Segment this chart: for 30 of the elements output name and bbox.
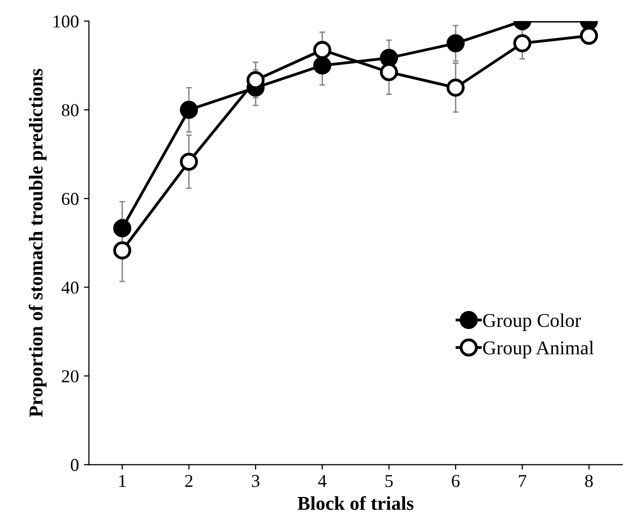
x-tick-label: 1 — [119, 474, 126, 487]
y-tick-label: 100 — [54, 15, 78, 28]
y-tick-label: 60 — [62, 192, 78, 205]
x-tick-label: 3 — [252, 474, 260, 488]
x-tick-label: 4 — [318, 475, 326, 487]
y-tick-label: 0 — [70, 458, 78, 472]
x-axis-title: Block of trials — [298, 496, 414, 510]
point — [180, 152, 198, 171]
x-tick-label: 2 — [185, 474, 192, 487]
y-axis-title: Proportion of stomach trouble predictions — [28, 68, 47, 418]
point — [380, 48, 398, 67]
y-tick-label: 40 — [61, 281, 78, 294]
point — [446, 78, 465, 97]
y-tick-label: 80 — [62, 104, 78, 116]
point — [180, 100, 198, 119]
point — [313, 40, 332, 59]
x-tick-label: 8 — [585, 474, 593, 488]
x-tick-label: 5 — [385, 475, 393, 488]
y-tick-label: 20 — [62, 370, 78, 382]
point — [380, 63, 398, 82]
point — [113, 219, 132, 238]
x-tick-label: 7 — [518, 475, 526, 487]
legend-label: Group Animal — [483, 340, 594, 358]
point — [313, 56, 332, 74]
point — [446, 34, 465, 52]
point — [513, 34, 532, 52]
legend-label: Group Color — [483, 313, 581, 331]
point — [113, 241, 132, 260]
point — [580, 26, 598, 45]
x-tick-label: 6 — [452, 474, 460, 488]
